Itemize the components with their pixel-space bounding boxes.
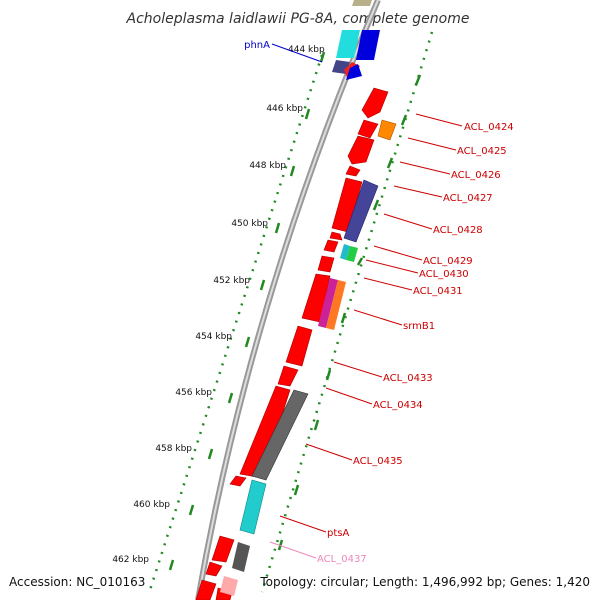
gene-label-ACL-0430[interactable]: ACL_0430 bbox=[419, 269, 469, 280]
leader-lines bbox=[269, 43, 463, 559]
gene-block-green bbox=[346, 246, 358, 262]
gene-label-ptsA[interactable]: ptsA bbox=[327, 528, 349, 539]
gene-label-ACL-0425[interactable]: ACL_0425 bbox=[457, 146, 507, 157]
gene-label-ACL-0433[interactable]: ACL_0433 bbox=[383, 373, 433, 384]
gene-block-teal bbox=[340, 244, 350, 260]
backbone-highlight bbox=[197, 0, 379, 600]
tick-label-462: 462 kbp bbox=[112, 555, 149, 565]
gene-label-ACL-0424[interactable]: ACL_0424 bbox=[464, 122, 514, 133]
gene-block-navy bbox=[343, 179, 379, 243]
tick-label-452: 452 kbp bbox=[213, 276, 250, 286]
tick-label-460: 460 kbp bbox=[133, 500, 170, 510]
accession-text: Accession: NC_010163 bbox=[9, 575, 145, 589]
tick-label-450: 450 kbp bbox=[231, 219, 268, 229]
tick-marks bbox=[168, 51, 326, 571]
tick-label-444: 444 kbp bbox=[288, 45, 325, 55]
gene-label-ACL-0431[interactable]: ACL_0431 bbox=[413, 286, 463, 297]
gene-label-phnA[interactable]: phnA bbox=[244, 40, 270, 51]
gene-block-magenta bbox=[318, 278, 338, 328]
gene-label-ACL-0429[interactable]: ACL_0429 bbox=[423, 256, 473, 267]
tick-label-446: 446 kbp bbox=[266, 104, 303, 114]
gene-label-ACL-0434[interactable]: ACL_0434 bbox=[373, 400, 423, 411]
gene-block-cyan-top bbox=[336, 30, 360, 58]
summary-text: Topology: circular; Length: 1,496,992 bp… bbox=[259, 575, 590, 589]
tick-label-454: 454 kbp bbox=[195, 332, 232, 342]
inner-tick-marks bbox=[277, 74, 422, 551]
gene-block-top-tan bbox=[352, 0, 372, 6]
gene-block-orange bbox=[377, 119, 397, 141]
map-title: Acholeplasma laidlawii PG-8A, complete g… bbox=[126, 11, 470, 27]
red-genes bbox=[195, 87, 389, 600]
tick-label-458: 458 kbp bbox=[155, 444, 192, 454]
gene-block-blue-arrow bbox=[346, 64, 362, 80]
inner-track-dots bbox=[260, 31, 434, 593]
gene-block-orange-2 bbox=[326, 280, 346, 330]
tick-label-456: 456 kbp bbox=[175, 388, 212, 398]
tick-label-448: 448 kbp bbox=[249, 161, 286, 171]
gene-block-pink bbox=[220, 576, 238, 596]
gene-label-srmB1[interactable]: srmB1 bbox=[403, 321, 435, 332]
gene-label-ACL-0426[interactable]: ACL_0426 bbox=[451, 170, 501, 181]
gene-block-grey-large bbox=[251, 389, 309, 481]
gene-label-ACL-0435[interactable]: ACL_0435 bbox=[353, 456, 403, 467]
gene-block-cyan bbox=[239, 479, 267, 535]
gene-label-ACL-0428[interactable]: ACL_0428 bbox=[433, 225, 483, 236]
outer-track-dots bbox=[148, 54, 324, 591]
gene-label-ACL-0427[interactable]: ACL_0427 bbox=[443, 193, 493, 204]
gene-block-grey-small bbox=[232, 542, 250, 572]
gene-block-blue-top bbox=[356, 30, 380, 60]
gene-label-ACL-0437[interactable]: ACL_0437 bbox=[317, 554, 367, 565]
